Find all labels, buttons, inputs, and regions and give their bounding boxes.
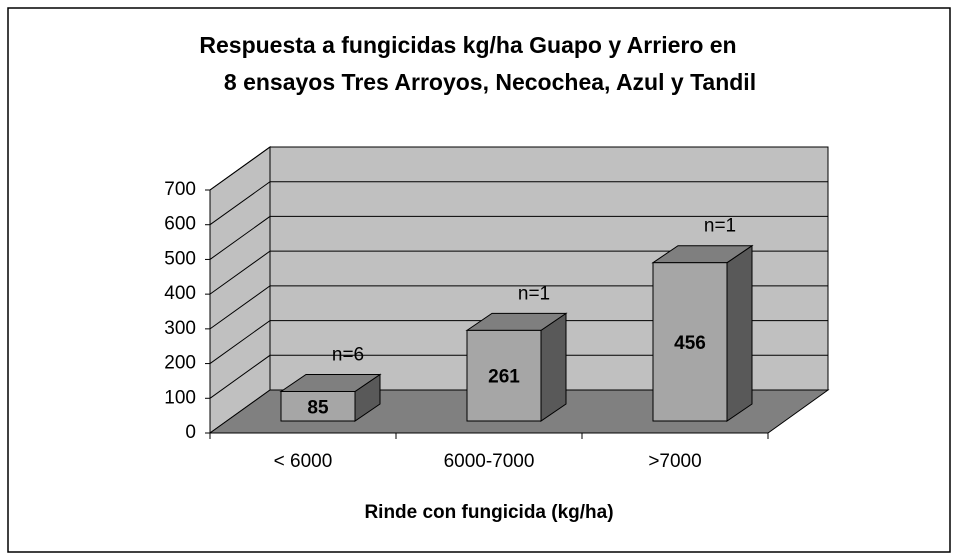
- annotation: n=1: [518, 283, 550, 304]
- y-tick-label: 200: [164, 353, 196, 374]
- bar: [465, 312, 568, 422]
- y-tick-label: 100: [164, 387, 196, 408]
- chart-title: 8 ensayos Tres Arroyos, Necochea, Azul y…: [224, 69, 756, 95]
- grid-line: [209, 320, 828, 364]
- side-wall: [209, 146, 271, 434]
- y-tick-label: 400: [164, 283, 196, 304]
- data-label: 261: [488, 367, 520, 388]
- bar: [651, 244, 754, 422]
- grid-line: [209, 250, 828, 295]
- y-tick-label: 500: [164, 248, 196, 269]
- bar-front: [466, 329, 542, 422]
- y-tick-label: 300: [164, 318, 196, 339]
- x-axis-title: Rinde con fungicida (kg/ha): [364, 502, 613, 523]
- bar-side: [726, 244, 753, 422]
- bar: [279, 373, 382, 422]
- data-label: 456: [674, 333, 706, 354]
- grid-line: [209, 354, 828, 399]
- chart-title: Respuesta a fungicidas kg/ha Guapo y Arr…: [199, 32, 736, 58]
- data-label: 85: [307, 397, 329, 418]
- x-tick-label: >7000: [648, 451, 701, 472]
- grid-line: [209, 181, 828, 226]
- grid-line: [209, 215, 828, 260]
- grid-line: [209, 146, 828, 191]
- annotation: n=6: [332, 345, 364, 366]
- bar-side: [540, 312, 567, 422]
- y-tick-label: 600: [164, 214, 196, 235]
- annotation: n=1: [704, 216, 736, 237]
- x-tick-label: < 6000: [274, 451, 333, 472]
- y-tick-label: 0: [185, 422, 196, 443]
- x-tick-label: 6000-7000: [444, 451, 535, 472]
- bar-front: [652, 262, 728, 422]
- y-tick-label: 700: [164, 179, 196, 200]
- bar-front: [280, 390, 356, 422]
- grid-line: [209, 285, 828, 330]
